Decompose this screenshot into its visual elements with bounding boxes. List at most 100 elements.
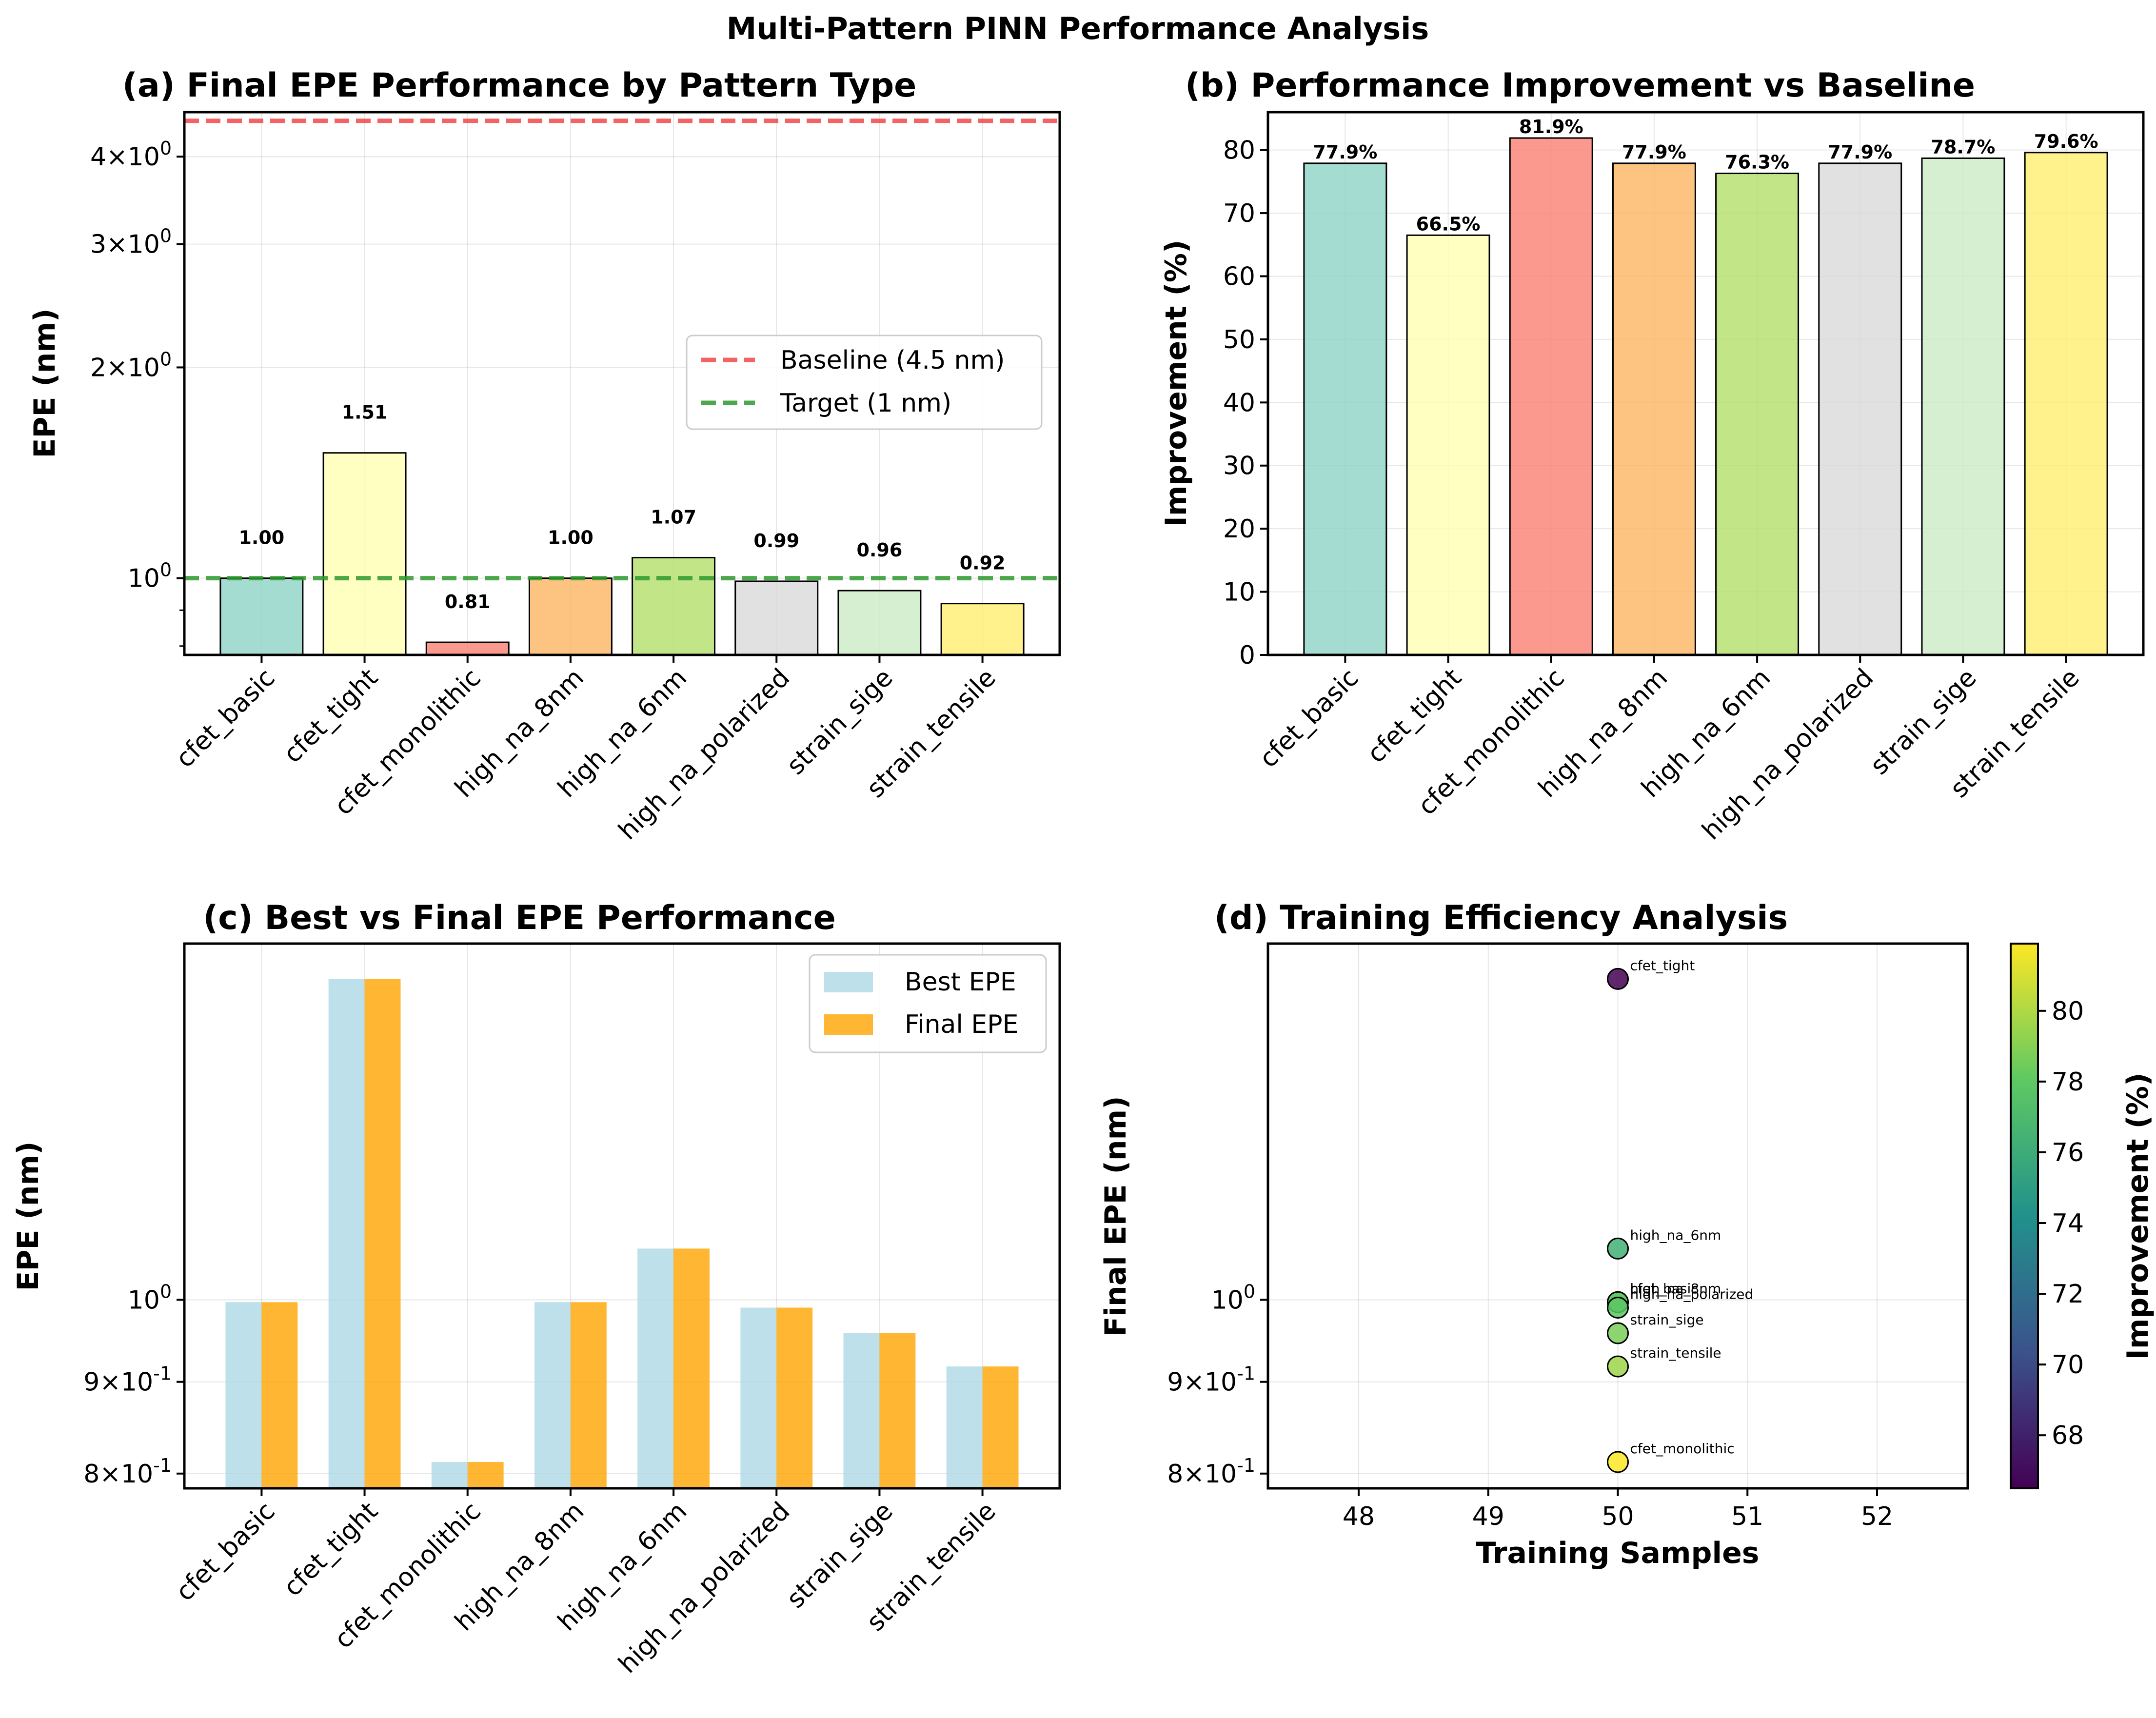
bar-cfet_tight: [322, 452, 407, 656]
xtick-label: high_na_polarized: [1697, 663, 1879, 846]
panel-c-best-vs-final: (c) Best vs Final EPE Performance cfet_b…: [11, 899, 1061, 1679]
panel-a-legend: Baseline (4.5 nm) Target (1 nm): [686, 335, 1043, 430]
colorbar-label: Improvement (%): [2121, 1073, 2155, 1360]
bar-cfet_tight: [1406, 234, 1490, 656]
ytick-label: 100: [128, 1281, 172, 1315]
ytick-label: 8×10-1: [1167, 1455, 1255, 1489]
scatter-point-strain_tensile: [1607, 1355, 1629, 1378]
ytick-label: 40: [1223, 388, 1255, 417]
scatter-point-strain_sige: [1607, 1322, 1629, 1344]
panel-a-final-epe: (a) Final EPE Performance by Pattern Typ…: [28, 66, 1061, 846]
bar-value-label: 79.6%: [2034, 131, 2098, 152]
ytick-label: 10: [1223, 578, 1255, 607]
final-epe-bar-cfet_monolithic: [467, 1461, 504, 1488]
final-epe-bar-cfet_basic: [261, 1302, 298, 1488]
xtick-label: cfet_basic: [1254, 663, 1364, 773]
bar-value-label: 77.9%: [1313, 141, 1377, 163]
bar-high_na_6nm: [632, 556, 716, 656]
colorbar-tick-label: 80: [2052, 997, 2084, 1026]
best-epe-bar-cfet_basic: [225, 1302, 262, 1488]
bar-value-label: 0.99: [753, 530, 799, 552]
ytick-label: 9×10-1: [83, 1363, 172, 1397]
ytick-label: 70: [1223, 199, 1255, 228]
legend-final-epe-label: Final EPE: [905, 1010, 1018, 1039]
panel-b-ylabel: Improvement (%): [1159, 240, 1193, 527]
best-epe-bar-high_na_polarized: [740, 1307, 777, 1488]
bar-value-label: 0.92: [960, 553, 1006, 574]
bar-cfet_monolithic: [1509, 137, 1593, 656]
panel-c-title: (c) Best vs Final EPE Performance: [203, 899, 836, 937]
ytick-label: 2×100: [90, 348, 172, 382]
xtick-label: 52: [1861, 1502, 1893, 1531]
bar-value-label: 77.9%: [1622, 141, 1686, 163]
panel-d-ylabel: Final EPE (nm): [1099, 1096, 1133, 1336]
bar-value-label: 0.81: [445, 591, 491, 612]
ytick-label: 100: [128, 559, 172, 593]
bar-strain_sige: [1921, 157, 2005, 656]
panel-a-frame: [183, 111, 1061, 656]
xtick-label: cfet_tight: [278, 663, 384, 769]
ytick-label: 9×10-1: [1167, 1363, 1255, 1397]
point-annotation: cfet_monolithic: [1630, 1441, 1735, 1457]
legend-best-epe-swatch: [824, 972, 873, 992]
ytick-label: 0: [1239, 641, 1255, 670]
panel-d-title: (d) Training Efficiency Analysis: [1214, 899, 1788, 937]
bar-strain_tensile: [2024, 152, 2108, 656]
bar-value-label: 77.9%: [1828, 141, 1892, 163]
colorbar-tick-label: 68: [2052, 1421, 2084, 1450]
panel-d-frame: [1266, 942, 1969, 1490]
ytick-label: 3×100: [90, 225, 172, 259]
bar-cfet_monolithic: [425, 641, 510, 656]
bar-cfet_basic: [1303, 162, 1387, 656]
panel-c-legend: Best EPE Final EPE: [809, 954, 1047, 1053]
panel-a-legend-frame: [686, 335, 1043, 430]
bar-value-label: 66.5%: [1416, 213, 1481, 235]
bar-high_na_6nm: [1715, 173, 1800, 656]
final-epe-bar-strain_sige: [879, 1333, 916, 1488]
bar-value-label: 0.96: [857, 539, 903, 561]
final-epe-bar-high_na_polarized: [776, 1307, 813, 1488]
bar-high_na_8nm: [528, 577, 613, 656]
legend-baseline-label: Baseline (4.5 nm): [780, 346, 1005, 375]
legend-target-label: Target (1 nm): [780, 389, 951, 418]
colorbar-tick-label: 74: [2052, 1209, 2084, 1238]
best-epe-bar-strain_tensile: [946, 1366, 983, 1488]
bar-value-label: 1.00: [548, 527, 593, 549]
best-epe-bar-cfet_tight: [328, 979, 365, 1488]
panel-b-improvement: (b) Performance Improvement vs Baseline …: [1159, 66, 2145, 846]
point-annotation: strain_sige: [1630, 1312, 1704, 1328]
scatter-point-high_na_6nm: [1607, 1237, 1629, 1260]
point-annotation: high_na_6nm: [1630, 1227, 1721, 1243]
panel-a-title: (a) Final EPE Performance by Pattern Typ…: [122, 66, 917, 105]
point-annotation: cfet_tight: [1630, 957, 1695, 973]
panel-a-ylabel: EPE (nm): [28, 309, 62, 458]
colorbar: [2010, 943, 2039, 1489]
bar-strain_tensile: [940, 603, 1025, 656]
xtick-label: high_na_polarized: [613, 1497, 795, 1679]
bar-high_na_polarized: [1818, 162, 1902, 656]
bar-value-label: 1.07: [651, 506, 696, 528]
final-epe-bar-high_na_6nm: [673, 1248, 710, 1488]
final-epe-bar-strain_tensile: [982, 1366, 1019, 1488]
xtick-label: 50: [1602, 1502, 1634, 1531]
panel-d-xlabel: Training Samples: [1476, 1536, 1760, 1570]
point-annotation: high_na_polarized: [1630, 1286, 1754, 1302]
best-epe-bar-cfet_monolithic: [431, 1461, 468, 1488]
panel-d-training-efficiency: (d) Training Efficiency Analysis cfet_ba…: [1099, 899, 2155, 1570]
panel-b-frame: [1266, 111, 2145, 656]
scatter-point-high_na_polarized: [1607, 1296, 1629, 1319]
legend-best-epe-label: Best EPE: [905, 968, 1016, 997]
best-epe-bar-strain_sige: [843, 1333, 880, 1488]
scatter-point-cfet_tight: [1607, 968, 1629, 990]
point-annotation: strain_tensile: [1630, 1345, 1721, 1361]
final-epe-bar-high_na_8nm: [570, 1302, 607, 1488]
ytick-label: 50: [1223, 325, 1255, 355]
point-annotation: cfet_basic: [1630, 1281, 1699, 1297]
bar-value-label: 1.51: [342, 402, 388, 423]
xtick-label: cfet_tight: [278, 1497, 384, 1602]
figure-suptitle: Multi-Pattern PINN Performance Analysis: [727, 11, 1429, 46]
bar-strain_sige: [837, 590, 922, 656]
final-epe-bar-cfet_tight: [364, 979, 401, 1488]
ytick-label: 80: [1223, 136, 1255, 165]
